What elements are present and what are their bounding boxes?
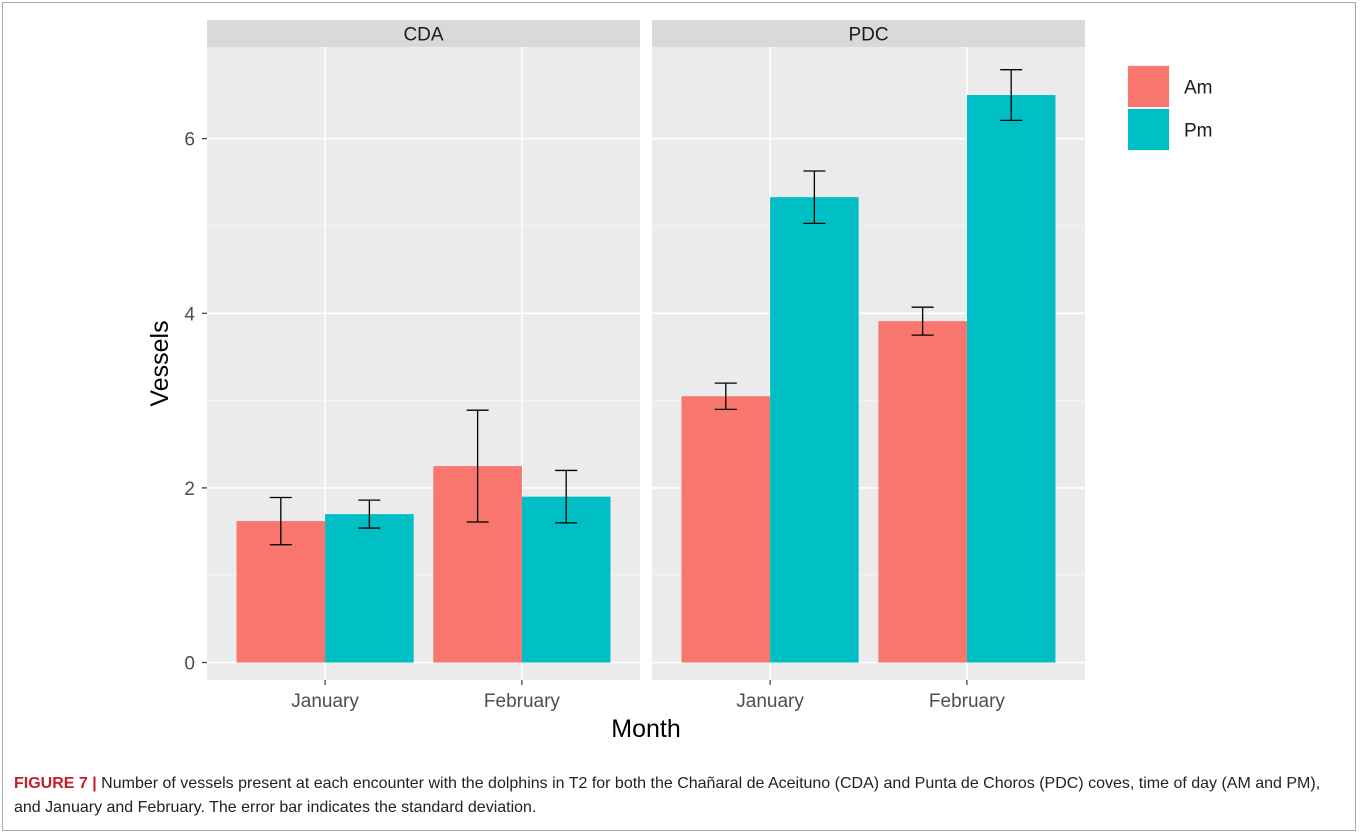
caption-text: Number of vessels present at each encoun…	[14, 775, 1321, 816]
x-tick-label: February	[929, 691, 1006, 712]
legend-label-am: Am	[1184, 78, 1213, 99]
y-axis-title: Vessels	[146, 320, 174, 406]
bar-pdc-february-pm	[966, 95, 1056, 663]
legend-swatch-am	[1128, 66, 1169, 107]
facet-strip-cda	[207, 20, 640, 47]
bar-cda-february-pm	[521, 496, 611, 663]
facet-label-pdc: PDC	[848, 25, 888, 46]
bar-pdc-january-am	[681, 396, 771, 663]
facet-label-cda: CDA	[403, 25, 443, 46]
y-tick-label: 6	[184, 130, 195, 151]
y-tick-label: 0	[184, 654, 195, 675]
facet-strip-pdc	[652, 20, 1085, 47]
legend-label-pm: Pm	[1184, 121, 1213, 142]
bar-cda-january-pm	[325, 514, 414, 663]
y-tick-label: 2	[184, 479, 195, 500]
bar-pdc-january-pm	[770, 197, 859, 663]
bar-chart: CDA January February PDC January February 0 2 4 6…	[146, 20, 1213, 743]
bar-pdc-february-am	[878, 321, 967, 663]
x-tick-label: January	[291, 691, 359, 712]
x-tick-label: January	[736, 691, 804, 712]
x-axis-title: Month	[611, 715, 680, 743]
x-tick-label: February	[484, 691, 561, 712]
figure-caption: FIGURE 7 | Number of vessels present at …	[14, 772, 1344, 820]
figure-label: FIGURE 7 |	[14, 775, 97, 792]
legend-swatch-pm	[1128, 109, 1169, 150]
y-tick-label: 4	[184, 304, 195, 325]
